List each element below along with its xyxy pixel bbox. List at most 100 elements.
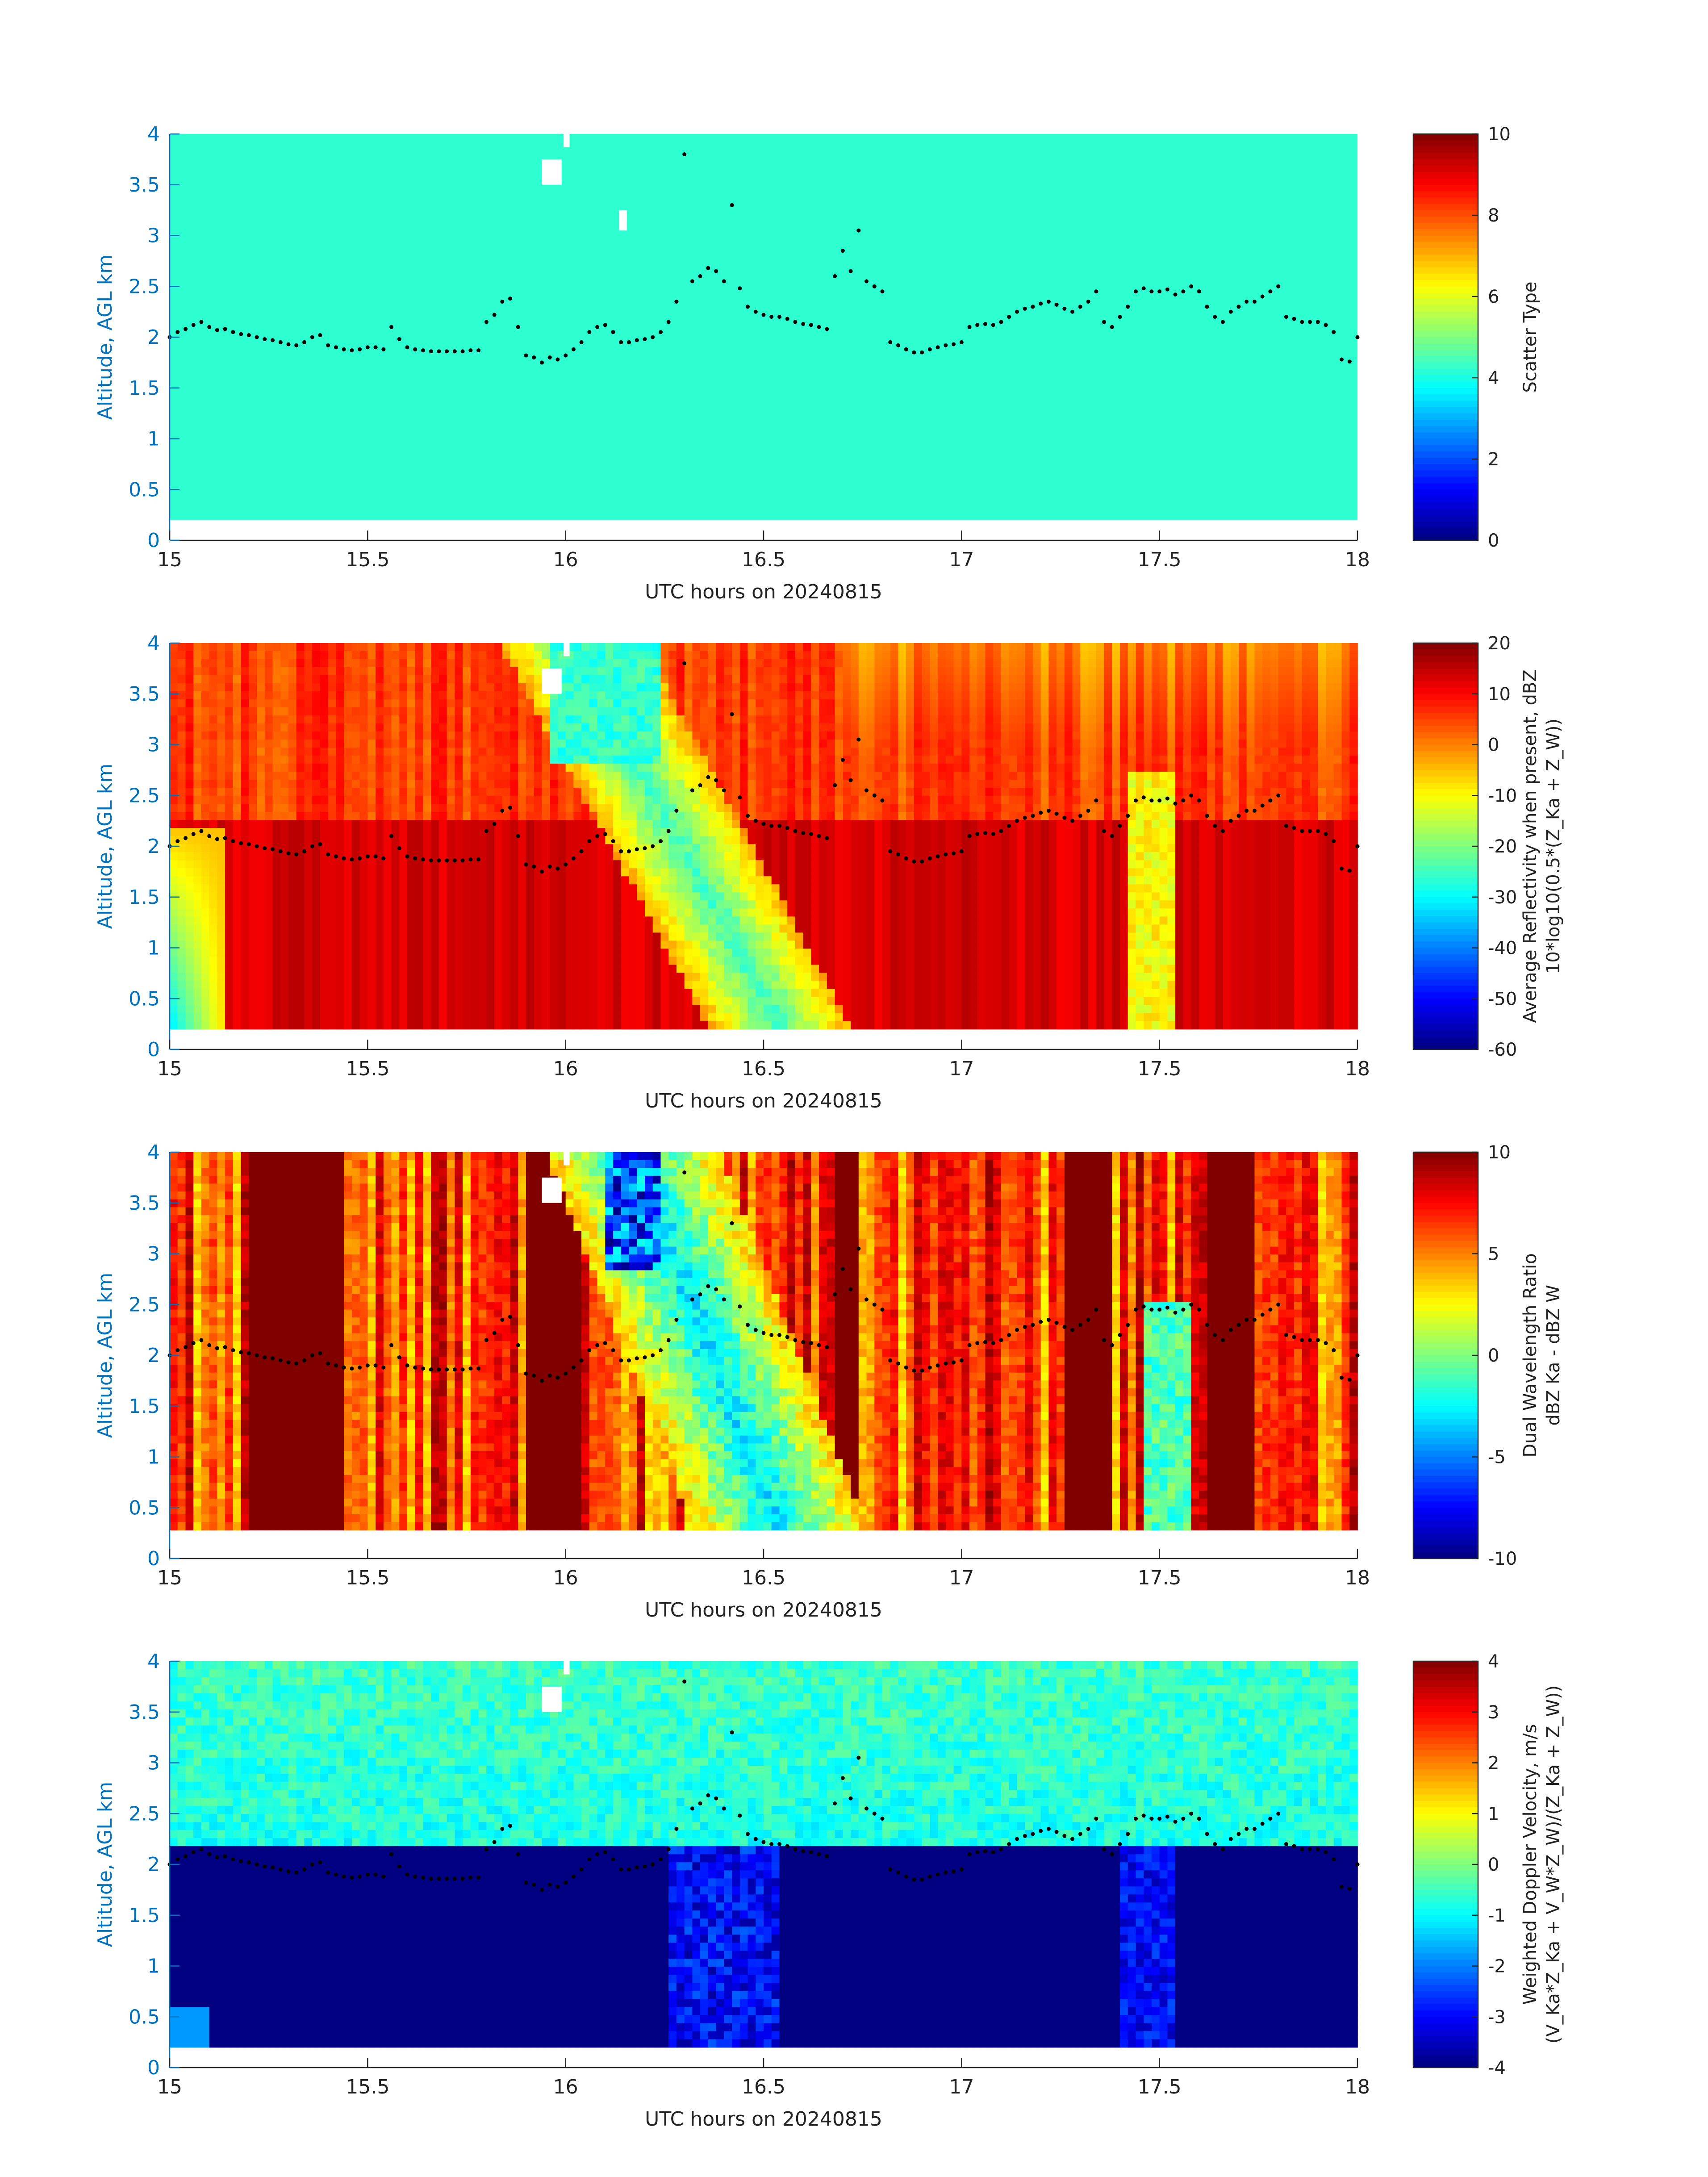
heatmap-cell xyxy=(700,1013,709,1022)
heatmap-cell xyxy=(739,844,748,853)
overlay-point xyxy=(334,345,338,350)
heatmap-cell xyxy=(716,675,725,684)
heatmap-cell xyxy=(843,900,851,909)
heatmap-cell xyxy=(296,973,305,982)
heatmap-cell xyxy=(819,868,827,877)
heatmap-cell xyxy=(486,764,495,772)
heatmap-cell xyxy=(629,949,637,957)
heatmap-cell xyxy=(209,852,218,861)
heatmap-cell xyxy=(383,844,392,853)
heatmap-cell xyxy=(225,965,234,974)
heatmap-cell xyxy=(423,997,431,1006)
heatmap-cell xyxy=(431,965,439,974)
heatmap-cell xyxy=(668,756,677,764)
heatmap-cell xyxy=(288,989,297,998)
heatmap-cell xyxy=(518,740,526,748)
heatmap-cell xyxy=(914,651,923,660)
heatmap-cell xyxy=(629,924,637,933)
heatmap-cell xyxy=(922,892,931,901)
heatmap-cell xyxy=(351,868,360,877)
heatmap-cell xyxy=(756,989,764,998)
heatmap-cell xyxy=(938,989,946,998)
heatmap-cell xyxy=(621,876,630,885)
heatmap-cell xyxy=(438,643,447,652)
heatmap-cell xyxy=(542,957,550,965)
heatmap-cell xyxy=(383,900,392,909)
heatmap-cell xyxy=(843,1021,851,1030)
heatmap-cell xyxy=(708,772,717,780)
heatmap-cell xyxy=(882,643,891,652)
colorbar-tick-label: 0 xyxy=(1488,531,1499,551)
overlay-point xyxy=(429,349,433,354)
overlay-point xyxy=(413,347,418,351)
overlay-point xyxy=(1149,289,1154,294)
heatmap-cell xyxy=(241,1021,250,1030)
heatmap-cell xyxy=(518,683,526,692)
heatmap-cell xyxy=(264,940,273,949)
heatmap-cell xyxy=(724,651,732,660)
heatmap-cell xyxy=(922,1005,931,1014)
heatmap-cell xyxy=(336,828,344,836)
heatmap-cell xyxy=(914,788,923,796)
heatmap-cell xyxy=(605,973,614,982)
heatmap-cell xyxy=(241,780,250,788)
heatmap-cell xyxy=(494,788,503,796)
heatmap-cell xyxy=(264,780,273,788)
heatmap-cell xyxy=(764,659,772,668)
heatmap-cell xyxy=(272,699,281,708)
heatmap-cell xyxy=(455,828,463,836)
heatmap-cell xyxy=(684,772,693,780)
heatmap-cell xyxy=(597,924,606,933)
heatmap-cell xyxy=(534,820,543,828)
heatmap-cell xyxy=(581,804,590,812)
overlay-point xyxy=(373,345,378,350)
heatmap-cell xyxy=(241,812,250,820)
heatmap-cell xyxy=(257,836,265,845)
heatmap-cell xyxy=(359,989,368,998)
heatmap-cell xyxy=(684,796,693,804)
heatmap-cell xyxy=(938,667,946,676)
heatmap-cell xyxy=(716,989,725,998)
heatmap-cell xyxy=(225,876,234,885)
heatmap-cell xyxy=(858,932,867,941)
heatmap-cell xyxy=(858,900,867,909)
heatmap-cell xyxy=(296,908,305,917)
heatmap-cell xyxy=(376,1013,384,1022)
heatmap-cell xyxy=(851,764,859,772)
heatmap-cell xyxy=(645,900,653,909)
heatmap-cell xyxy=(851,1021,859,1030)
heatmap-cell xyxy=(668,772,677,780)
heatmap-cell xyxy=(264,723,273,732)
heatmap-cell xyxy=(589,675,598,684)
heatmap-cell xyxy=(399,997,408,1006)
heatmap-cell xyxy=(843,731,851,740)
heatmap-cell xyxy=(771,788,780,796)
heatmap-cell xyxy=(328,659,337,668)
heatmap-cell xyxy=(407,756,416,764)
heatmap-cell xyxy=(328,892,337,901)
heatmap-cell xyxy=(486,860,495,869)
overlay-point xyxy=(912,350,916,355)
heatmap-cell xyxy=(771,643,780,652)
heatmap-cell xyxy=(225,643,234,652)
heatmap-cell xyxy=(645,707,653,716)
heatmap-cell xyxy=(660,788,669,796)
heatmap-cell xyxy=(914,715,923,724)
heatmap-cell xyxy=(945,723,954,732)
heatmap-cell xyxy=(605,723,614,732)
heatmap-cell xyxy=(779,957,788,965)
heatmap-cell xyxy=(502,683,511,692)
heatmap-cell xyxy=(288,715,297,724)
heatmap-cell xyxy=(652,740,661,748)
heatmap-cell xyxy=(351,957,360,965)
heatmap-cell xyxy=(874,780,883,788)
heatmap-cell xyxy=(660,989,669,998)
heatmap-cell xyxy=(399,731,408,740)
heatmap-cell xyxy=(732,780,740,788)
heatmap-cell xyxy=(858,764,867,772)
heatmap-cell xyxy=(835,788,844,796)
colorbar-swatch xyxy=(1413,223,1478,230)
heatmap-cell xyxy=(447,1013,455,1022)
heatmap-cell xyxy=(581,973,590,982)
heatmap-cell xyxy=(676,820,685,828)
